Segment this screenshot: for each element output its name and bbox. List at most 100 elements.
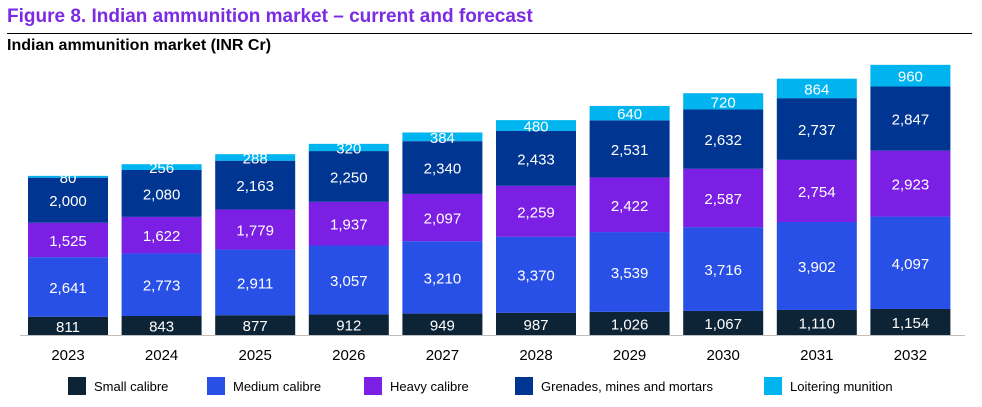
bar-2024-loitering-munition (121, 164, 202, 170)
x-tick-label: 2029 (613, 347, 646, 364)
bar-2024-medium-calibre (121, 253, 202, 316)
x-tick-label: 2026 (332, 347, 365, 364)
bar-2025-loitering-munition (215, 154, 296, 161)
data-label: 2,632 (704, 132, 742, 149)
bar-2028-small-calibre (496, 312, 576, 335)
data-label: 2,163 (236, 178, 274, 195)
bar-2029-medium-calibre (589, 232, 670, 312)
legend-item: Small calibre (68, 376, 168, 396)
data-label: 3,902 (798, 259, 836, 276)
data-label: 720 (711, 94, 736, 111)
legend-item: Grenades, mines and mortars (515, 376, 713, 396)
bar-2025-small-calibre (215, 315, 296, 335)
legend-label: Grenades, mines and mortars (541, 378, 713, 394)
bar-2032-loitering-munition (870, 64, 951, 87)
data-label: 2,097 (424, 211, 462, 228)
data-label: 640 (617, 106, 642, 123)
bar-2030-small-calibre (683, 310, 764, 335)
data-label: 3,716 (704, 262, 742, 279)
legend-label: Small calibre (94, 378, 169, 394)
data-label: 2,847 (892, 112, 930, 129)
bar-2031-small-calibre (776, 309, 857, 335)
bar-2030-heavy-calibre (683, 168, 764, 228)
bar-2025-grenades-mines-and-mortars (215, 160, 296, 210)
bar-2024-heavy-calibre (121, 216, 202, 254)
bar-2026-grenades-mines-and-mortars (308, 151, 389, 202)
data-label: 949 (430, 317, 455, 334)
bar-2027-small-calibre (402, 313, 483, 335)
data-label: 2,250 (330, 169, 368, 186)
bar-2026-small-calibre (308, 314, 389, 335)
data-label: 912 (336, 318, 361, 335)
legend-swatch (68, 377, 86, 395)
bar-2023-heavy-calibre (28, 222, 108, 258)
bar-2032-medium-calibre (870, 216, 951, 309)
legend-label: Heavy calibre (390, 378, 469, 394)
data-label: 864 (804, 81, 829, 98)
bar-2023-medium-calibre (28, 257, 108, 317)
x-tick-label: 2024 (145, 347, 178, 364)
stacked-bar-chart: 811 2,641 1,525 2,000 80 2023 843 2,773 1,622 2,0… (20, 64, 965, 364)
data-label: 2,080 (143, 186, 181, 203)
data-label: 1,154 (892, 315, 930, 332)
bar-2027-medium-calibre (402, 241, 483, 314)
data-label: 80 (60, 170, 77, 187)
data-label: 877 (243, 318, 268, 335)
data-label: 384 (430, 130, 455, 147)
bar-2029-small-calibre (589, 311, 670, 335)
data-label: 2,422 (611, 198, 649, 215)
bar-2027-loitering-munition (402, 132, 483, 142)
data-label: 811 (56, 319, 80, 336)
bar-2028-grenades-mines-and-mortars (496, 130, 576, 186)
x-tick-label: 2031 (800, 347, 833, 364)
legend-swatch (515, 377, 533, 395)
data-label: 2,641 (49, 280, 87, 297)
figure-title: Figure 8. Indian ammunition market – cur… (7, 6, 533, 27)
bar-2032-grenades-mines-and-mortars (870, 86, 951, 151)
x-tick-label: 2023 (51, 347, 84, 364)
x-tick-label: 2028 (519, 347, 552, 364)
bar-2026-heavy-calibre (308, 201, 389, 246)
bar-2030-loitering-munition (683, 93, 764, 110)
legend-label: Medium calibre (233, 378, 322, 394)
title-divider (7, 33, 972, 34)
data-label: 1,026 (611, 316, 649, 333)
x-tick-label: 2027 (426, 347, 459, 364)
data-label: 843 (149, 318, 174, 335)
data-label: 3,057 (330, 273, 368, 290)
data-label: 2,754 (798, 184, 836, 201)
data-label: 1,110 (799, 315, 835, 332)
x-tick-label: 2032 (894, 347, 927, 364)
bar-2029-heavy-calibre (589, 177, 670, 233)
data-label: 3,539 (611, 265, 649, 282)
bar-2027-grenades-mines-and-mortars (402, 141, 483, 194)
data-label: 288 (243, 150, 268, 167)
data-label: 1,622 (143, 228, 181, 245)
bar-2031-grenades-mines-and-mortars (776, 98, 857, 160)
bar-2028-heavy-calibre (496, 185, 576, 237)
legend-label: Loitering munition (790, 378, 893, 394)
data-label: 1,525 (49, 233, 87, 250)
data-label: 987 (523, 317, 548, 334)
bar-2029-grenades-mines-and-mortars (589, 120, 670, 178)
bar-2023-grenades-mines-and-mortars (28, 177, 108, 223)
bar-2031-loitering-munition (776, 78, 857, 99)
legend-item: Medium calibre (207, 376, 321, 396)
data-label: 2,911 (237, 275, 273, 292)
bar-2028-medium-calibre (496, 236, 576, 313)
legend-swatch (207, 377, 225, 395)
bar-2031-medium-calibre (776, 221, 857, 310)
data-label: 2,737 (798, 122, 836, 139)
data-label: 1,937 (330, 217, 368, 234)
data-label: 256 (149, 160, 174, 177)
data-label: 960 (898, 69, 923, 86)
data-label: 2,433 (517, 151, 555, 168)
bar-2030-medium-calibre (683, 227, 764, 311)
data-label: 1,067 (704, 316, 742, 333)
bar-2025-heavy-calibre (215, 209, 296, 250)
legend-swatch (364, 377, 382, 395)
bar-2027-heavy-calibre (402, 193, 483, 242)
bar-2031-heavy-calibre (776, 159, 857, 222)
x-tick-label: 2030 (707, 347, 740, 364)
data-label: 480 (523, 119, 548, 136)
